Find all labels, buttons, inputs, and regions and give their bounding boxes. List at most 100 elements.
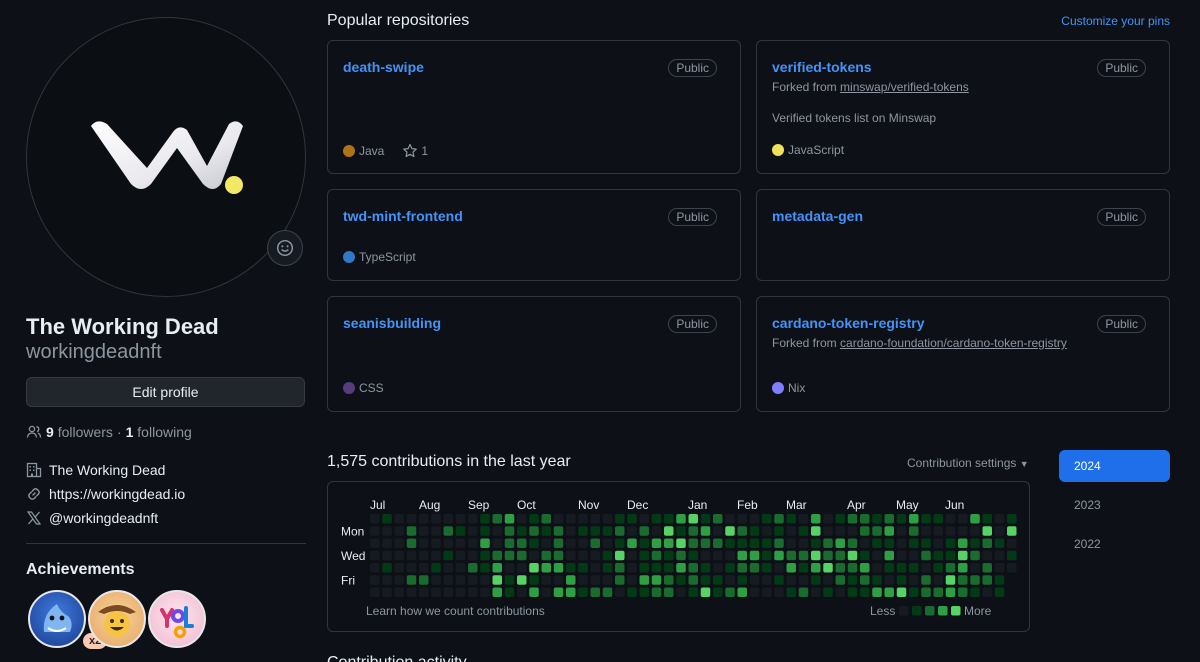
contribution-day-cell[interactable]: [602, 550, 613, 561]
contribution-day-cell[interactable]: [700, 514, 711, 524]
contribution-day-cell[interactable]: [370, 550, 380, 561]
contribution-day-cell[interactable]: [958, 550, 968, 561]
contribution-day-cell[interactable]: [566, 514, 576, 524]
contribution-day-cell[interactable]: [811, 575, 821, 585]
contribution-day-cell[interactable]: [700, 550, 711, 561]
contribution-day-cell[interactable]: [982, 538, 993, 549]
contribution-day-cell[interactable]: [896, 538, 907, 549]
contribution-day-cell[interactable]: [786, 550, 797, 561]
contribution-day-cell[interactable]: [406, 575, 417, 585]
contribution-day-cell[interactable]: [553, 526, 564, 536]
contribution-day-cell[interactable]: [847, 563, 858, 573]
contribution-day-cell[interactable]: [627, 526, 637, 536]
contribution-day-cell[interactable]: [1007, 550, 1017, 561]
contribution-day-cell[interactable]: [970, 587, 980, 598]
contribution-day-cell[interactable]: [676, 538, 686, 549]
contribution-day-cell[interactable]: [406, 587, 417, 598]
contribution-day-cell[interactable]: [958, 563, 968, 573]
contribution-day-cell[interactable]: [1007, 514, 1017, 524]
contribution-day-cell[interactable]: [553, 587, 564, 598]
contribution-day-cell[interactable]: [517, 550, 527, 561]
contribution-day-cell[interactable]: [406, 514, 417, 524]
contribution-day-cell[interactable]: [504, 575, 515, 585]
contribution-day-cell[interactable]: [970, 538, 980, 549]
contribution-day-cell[interactable]: [382, 587, 392, 598]
contribution-day-cell[interactable]: [725, 587, 735, 598]
contribution-day-cell[interactable]: [566, 587, 576, 598]
contribution-day-cell[interactable]: [676, 514, 686, 524]
contribution-day-cell[interactable]: [872, 514, 882, 524]
twitter-link[interactable]: @workingdeadnft: [49, 510, 159, 526]
contribution-day-cell[interactable]: [590, 526, 601, 536]
contribution-day-cell[interactable]: [627, 514, 637, 524]
contribution-day-cell[interactable]: [615, 538, 625, 549]
contribution-day-cell[interactable]: [627, 575, 637, 585]
contribution-day-cell[interactable]: [909, 575, 919, 585]
contribution-day-cell[interactable]: [443, 550, 454, 561]
contribution-day-cell[interactable]: [762, 563, 772, 573]
yolo-badge[interactable]: [148, 590, 206, 648]
contribution-day-cell[interactable]: [835, 526, 846, 536]
contribution-day-cell[interactable]: [786, 587, 797, 598]
contribution-day-cell[interactable]: [945, 587, 956, 598]
contribution-day-cell[interactable]: [713, 526, 723, 536]
contribution-day-cell[interactable]: [933, 550, 944, 561]
contribution-day-cell[interactable]: [468, 514, 478, 524]
contribution-day-cell[interactable]: [406, 563, 417, 573]
contribution-day-cell[interactable]: [639, 538, 650, 549]
contribution-day-cell[interactable]: [994, 587, 1005, 598]
contribution-day-cell[interactable]: [370, 587, 380, 598]
contribution-day-cell[interactable]: [749, 514, 760, 524]
contribution-day-cell[interactable]: [700, 575, 711, 585]
contribution-day-cell[interactable]: [835, 514, 846, 524]
contribution-day-cell[interactable]: [786, 563, 797, 573]
contribution-day-cell[interactable]: [860, 526, 870, 536]
contribution-day-cell[interactable]: [468, 575, 478, 585]
contribution-day-cell[interactable]: [982, 514, 993, 524]
contribution-day-cell[interactable]: [566, 563, 576, 573]
contribution-day-cell[interactable]: [762, 526, 772, 536]
contribution-day-cell[interactable]: [1007, 563, 1017, 573]
contribution-day-cell[interactable]: [431, 514, 441, 524]
contribution-day-cell[interactable]: [909, 514, 919, 524]
contribution-day-cell[interactable]: [676, 526, 686, 536]
contribution-day-cell[interactable]: [921, 575, 931, 585]
learn-contributions-link[interactable]: Learn how we count contributions: [366, 604, 545, 618]
contribution-day-cell[interactable]: [529, 538, 539, 549]
contribution-day-cell[interactable]: [823, 514, 833, 524]
set-status-button[interactable]: [267, 230, 303, 266]
contribution-day-cell[interactable]: [933, 587, 944, 598]
contribution-day-cell[interactable]: [615, 550, 625, 561]
contribution-day-cell[interactable]: [994, 526, 1005, 536]
contribution-day-cell[interactable]: [884, 526, 895, 536]
contribution-day-cell[interactable]: [945, 514, 956, 524]
contribution-day-cell[interactable]: [847, 587, 858, 598]
contribution-day-cell[interactable]: [1007, 526, 1017, 536]
contribution-day-cell[interactable]: [602, 575, 613, 585]
contribution-day-cell[interactable]: [370, 575, 380, 585]
contribution-day-cell[interactable]: [382, 563, 392, 573]
contribution-day-cell[interactable]: [774, 550, 784, 561]
contribution-day-cell[interactable]: [529, 587, 539, 598]
contribution-day-cell[interactable]: [835, 587, 846, 598]
contribution-day-cell[interactable]: [419, 538, 429, 549]
contribution-day-cell[interactable]: [970, 550, 980, 561]
contribution-day-cell[interactable]: [590, 587, 601, 598]
contribution-day-cell[interactable]: [737, 538, 748, 549]
contribution-day-cell[interactable]: [811, 563, 821, 573]
contribution-day-cell[interactable]: [382, 550, 392, 561]
contribution-day-cell[interactable]: [664, 587, 674, 598]
contribution-day-cell[interactable]: [468, 538, 478, 549]
contribution-day-cell[interactable]: [664, 563, 674, 573]
contribution-day-cell[interactable]: [394, 550, 405, 561]
contribution-day-cell[interactable]: [713, 563, 723, 573]
contribution-day-cell[interactable]: [945, 563, 956, 573]
contribution-day-cell[interactable]: [492, 563, 503, 573]
contribution-day-cell[interactable]: [602, 538, 613, 549]
contribution-day-cell[interactable]: [909, 538, 919, 549]
contribution-day-cell[interactable]: [517, 526, 527, 536]
contribution-day-cell[interactable]: [958, 575, 968, 585]
contribution-day-cell[interactable]: [872, 538, 882, 549]
contribution-day-cell[interactable]: [725, 550, 735, 561]
contribution-day-cell[interactable]: [884, 587, 895, 598]
